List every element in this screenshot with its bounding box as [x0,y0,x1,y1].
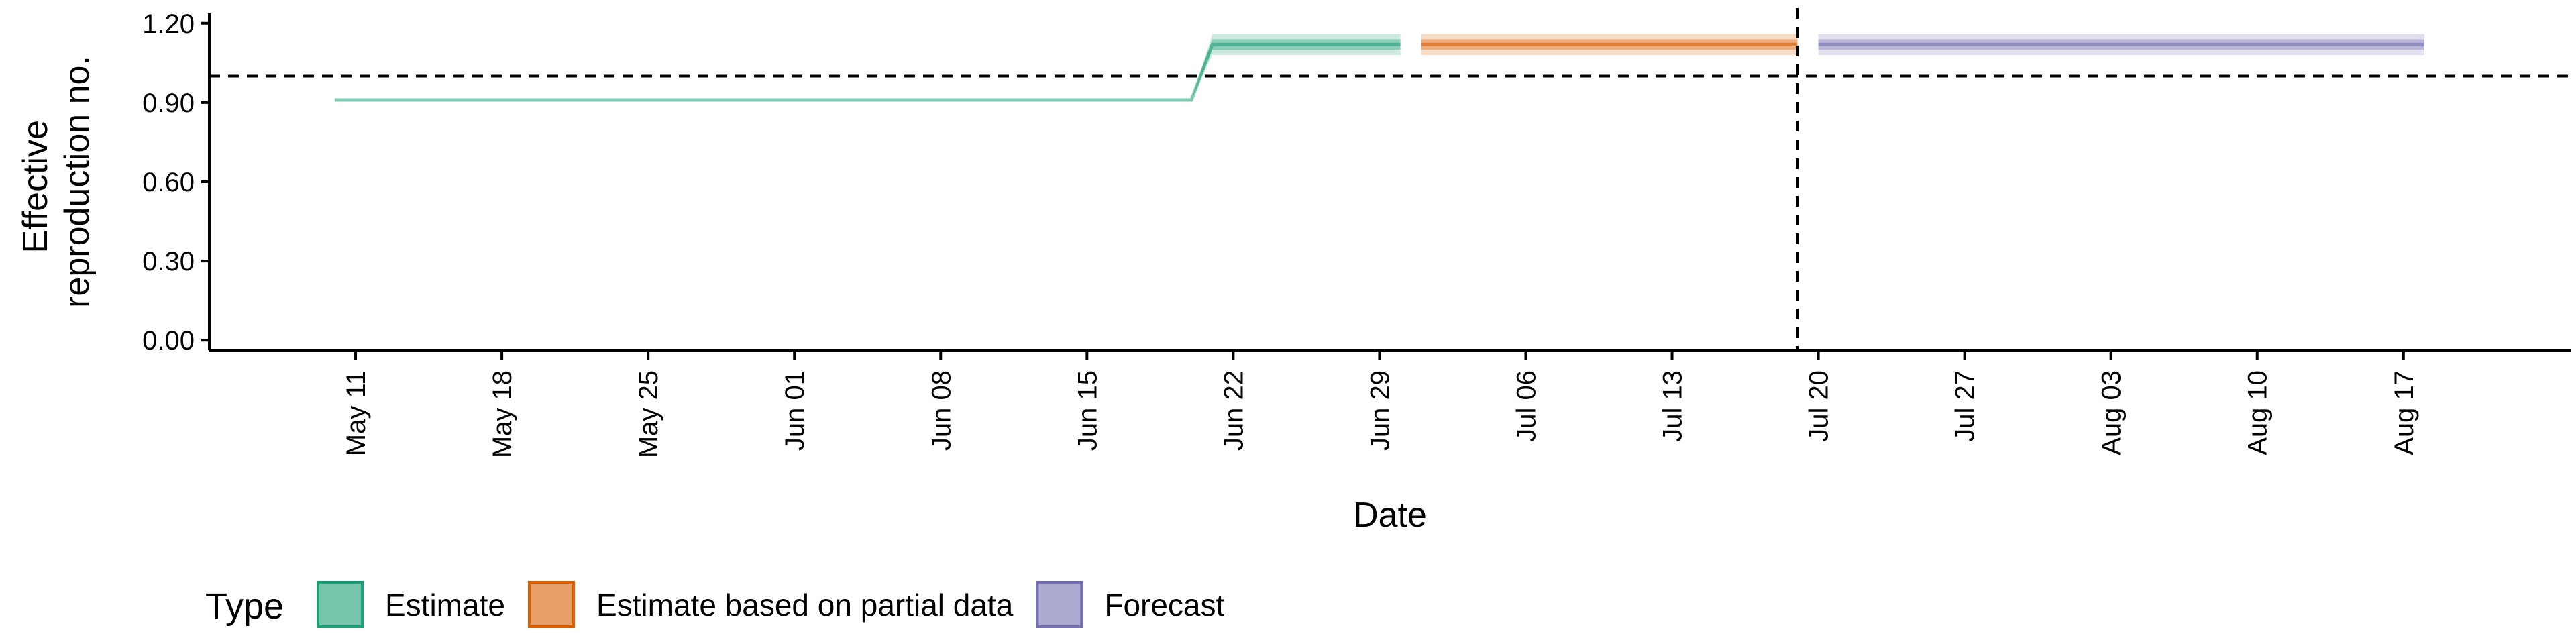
y-ticks: 0.00 0.30 0.60 0.90 1.20 [142,9,209,356]
legend-label: Estimate based on partial data [596,588,1014,623]
legend-label: Forecast [1104,588,1224,623]
x-tick-label: May 18 [488,370,517,458]
y-tick-label: 1.20 [142,9,195,39]
x-tick-label: Jul 20 [1805,370,1834,442]
outer-interval-band [334,34,1401,100]
x-tick-label: Jun 08 [926,370,956,451]
y-tick-label: 0.00 [142,326,195,356]
legend-label: Estimate [385,588,505,623]
y-tick-label: 0.60 [142,168,195,197]
x-tick-label: Jul 27 [1951,370,1980,442]
median-line [334,42,1401,102]
plot-marks [334,34,2424,102]
legend-key [1036,581,1083,628]
y-axis-title-line-1: Effective [16,120,55,253]
x-tick-label: Jun 22 [1219,370,1248,451]
x-tick-label: Jun 29 [1365,370,1395,451]
x-tick-label: Aug 03 [2097,370,2127,455]
x-axis-title: Date [1353,496,1427,535]
legend-key [527,581,575,628]
legend-title: Type [205,586,284,627]
axes: 0.00 0.30 0.60 0.90 1.20 May 11 May 18 May 25 J… [142,9,2571,458]
y-axis-title-line-2: reproduction no. [58,56,97,308]
x-tick-label: Aug 10 [2243,370,2273,455]
x-tick-label: Jul 13 [1658,370,1688,442]
x-ticks: May 11 May 18 May 25 Jun 01 Jun 08 Jun 15 Jun … [341,350,2419,458]
x-tick-label: Aug 17 [2390,370,2419,455]
legend-items: Estimate Estimate based on partial data Fo… [317,581,1225,628]
reference-lines [209,8,2571,350]
inner-interval-band [334,39,1401,100]
legend-key [317,581,364,628]
x-tick-label: Jul 06 [1511,370,1541,442]
x-tick-label: May 11 [341,370,371,456]
x-tick-label: May 25 [634,370,663,458]
legend: Type Estimate Estimate based on partial d… [205,581,1225,628]
x-tick-label: Jun 01 [780,370,810,451]
y-tick-label: 0.90 [142,89,195,118]
y-tick-label: 0.30 [142,247,195,276]
x-tick-label: Jun 15 [1073,370,1102,451]
y-axis-title: Effective reproduction no. [16,56,97,308]
